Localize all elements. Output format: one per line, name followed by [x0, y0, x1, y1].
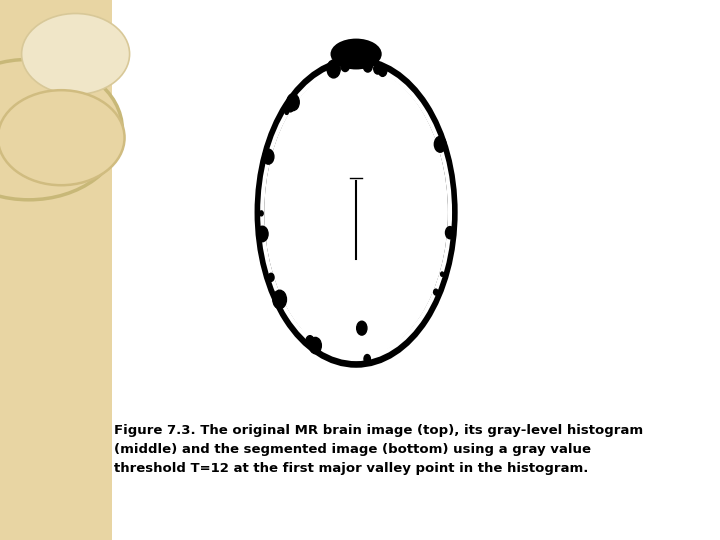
- Circle shape: [433, 289, 438, 295]
- Circle shape: [374, 63, 382, 74]
- Ellipse shape: [253, 54, 459, 370]
- Circle shape: [0, 90, 125, 185]
- Circle shape: [245, 159, 251, 167]
- Circle shape: [302, 58, 308, 65]
- Circle shape: [306, 336, 314, 347]
- Circle shape: [415, 351, 420, 356]
- Text: Figure 7.3. The original MR brain image (top), its gray-level histogram
(middle): Figure 7.3. The original MR brain image …: [114, 424, 643, 475]
- Circle shape: [259, 302, 264, 308]
- Circle shape: [259, 211, 264, 216]
- Circle shape: [347, 376, 354, 386]
- Circle shape: [460, 153, 466, 161]
- Circle shape: [286, 100, 294, 112]
- Circle shape: [273, 290, 287, 309]
- Circle shape: [277, 333, 284, 343]
- Circle shape: [287, 94, 300, 111]
- Circle shape: [461, 253, 469, 265]
- Bar: [0, 0, 112, 540]
- Circle shape: [410, 63, 417, 71]
- Circle shape: [327, 60, 341, 78]
- Circle shape: [427, 80, 433, 89]
- Circle shape: [242, 165, 251, 178]
- Circle shape: [257, 226, 268, 242]
- Circle shape: [418, 345, 425, 354]
- Circle shape: [385, 369, 392, 379]
- Circle shape: [341, 60, 349, 71]
- Circle shape: [434, 136, 446, 152]
- Circle shape: [438, 316, 446, 328]
- Circle shape: [461, 242, 472, 256]
- Ellipse shape: [330, 38, 382, 70]
- Circle shape: [379, 65, 387, 76]
- Circle shape: [240, 232, 248, 244]
- Circle shape: [242, 164, 251, 176]
- Circle shape: [364, 355, 370, 363]
- Circle shape: [446, 114, 455, 126]
- Circle shape: [257, 125, 260, 129]
- Circle shape: [0, 59, 122, 200]
- Circle shape: [253, 129, 259, 138]
- Circle shape: [441, 272, 444, 276]
- Circle shape: [446, 227, 454, 239]
- Circle shape: [364, 60, 372, 72]
- Circle shape: [312, 51, 319, 60]
- Circle shape: [285, 110, 289, 114]
- Circle shape: [310, 338, 321, 354]
- Circle shape: [244, 152, 253, 165]
- Circle shape: [268, 273, 274, 281]
- Circle shape: [400, 53, 408, 66]
- Circle shape: [22, 14, 130, 94]
- Circle shape: [263, 149, 274, 164]
- Circle shape: [291, 349, 297, 357]
- Circle shape: [254, 118, 265, 132]
- Circle shape: [356, 321, 367, 335]
